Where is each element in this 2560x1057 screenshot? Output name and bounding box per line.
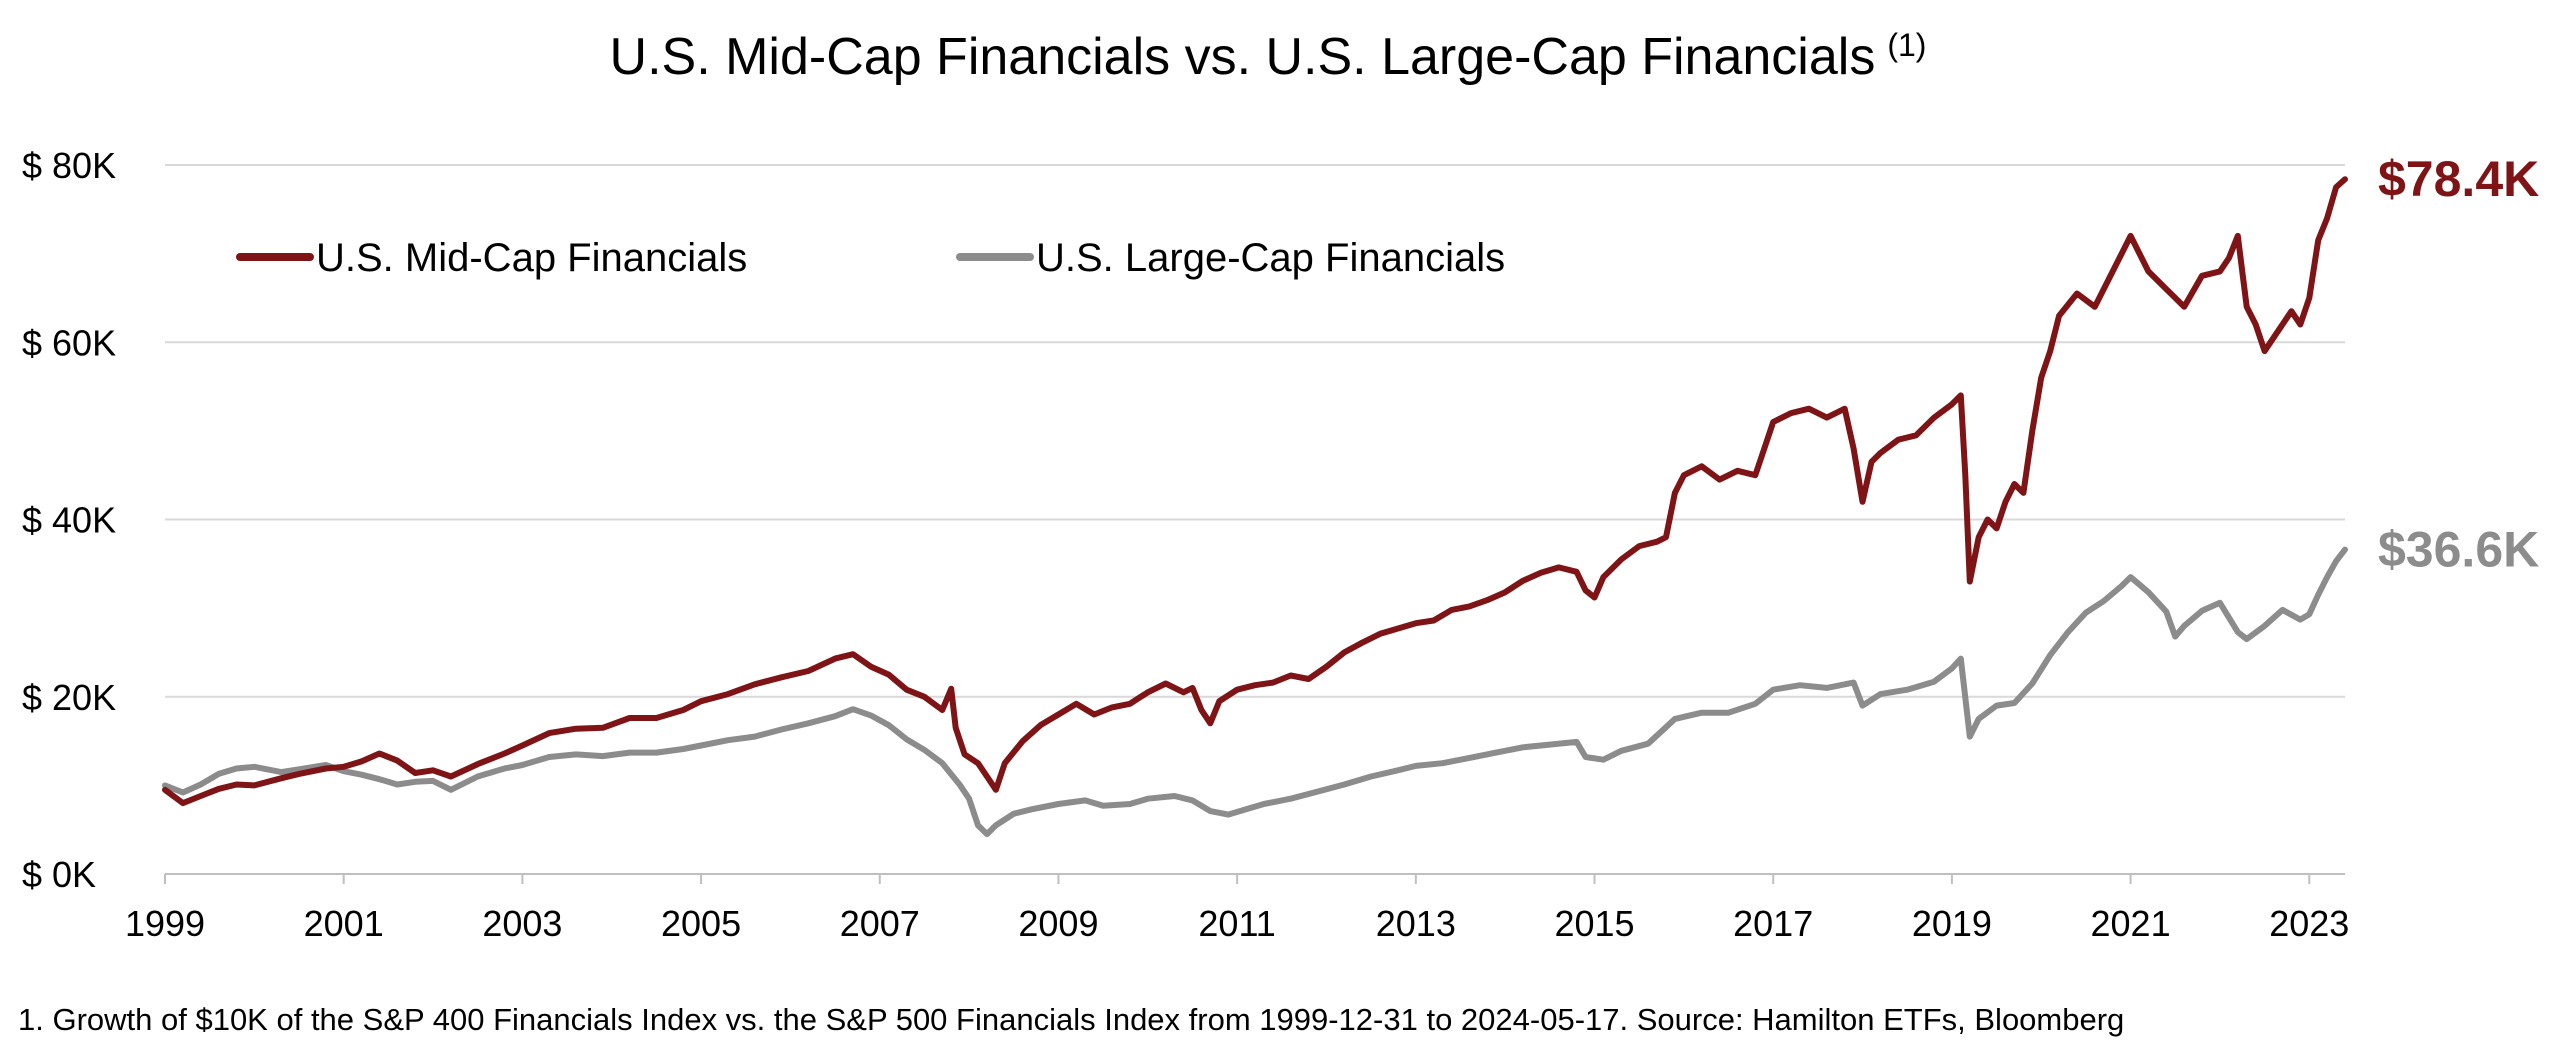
end-label-u-s-large-cap-financials: $36.6K — [2378, 522, 2539, 578]
chart-title-main: U.S. Mid-Cap Financials vs. U.S. Large-C… — [610, 28, 1876, 86]
axis-layer: $ 0K $ 20K $ 40K $ 60K $ 80K 1999 2001 2003 2005… — [22, 145, 2349, 944]
chart-title-superscript: (1) — [1887, 27, 1926, 63]
x-tick-label: 2019 — [1912, 903, 1992, 944]
series-layer — [162, 176, 2348, 838]
series-line-u-s-mid-cap-financials — [162, 176, 2348, 807]
series-line-u-s-large-cap-financials — [162, 546, 2348, 838]
grid-layer — [165, 164, 2345, 698]
x-tick-label: 2007 — [840, 903, 920, 944]
end-label-u-s-mid-cap-financials: $78.4K — [2378, 151, 2539, 207]
x-tick-label: 2023 — [2269, 903, 2349, 944]
x-tick-label: 2005 — [661, 903, 741, 944]
x-tick-label: 2017 — [1733, 903, 1813, 944]
x-tick-label: 2009 — [1018, 903, 1098, 944]
x-tick-label: 1999 — [125, 903, 205, 944]
legend-label-u-s-mid-cap-financials: U.S. Mid-Cap Financials — [316, 236, 747, 280]
y-tick-label: $ 80K — [22, 145, 116, 186]
y-tick-label: $ 40K — [22, 500, 116, 541]
footnote: 1. Growth of $10K of the S&P 400 Financi… — [18, 1002, 2124, 1037]
x-tick-label: 2013 — [1376, 903, 1456, 944]
x-tick-label: 2001 — [304, 903, 384, 944]
chart-title: U.S. Mid-Cap Financials vs. U.S. Large-C… — [610, 27, 1927, 86]
y-tick-label: $ 0K — [22, 854, 96, 895]
x-tick-label: 2021 — [2091, 903, 2171, 944]
x-tick-label: 2015 — [1554, 903, 1634, 944]
legend-label-u-s-large-cap-financials: U.S. Large-Cap Financials — [1036, 236, 1505, 280]
x-tick-label: 2003 — [482, 903, 562, 944]
legend: U.S. Mid-Cap Financials U.S. Large-Cap Fi… — [236, 236, 1505, 280]
end-labels: $78.4K $36.6K — [2378, 151, 2539, 577]
x-tick-label: 2011 — [1198, 903, 1275, 944]
y-tick-label: $ 20K — [22, 677, 116, 718]
y-tick-label: $ 60K — [22, 322, 116, 363]
